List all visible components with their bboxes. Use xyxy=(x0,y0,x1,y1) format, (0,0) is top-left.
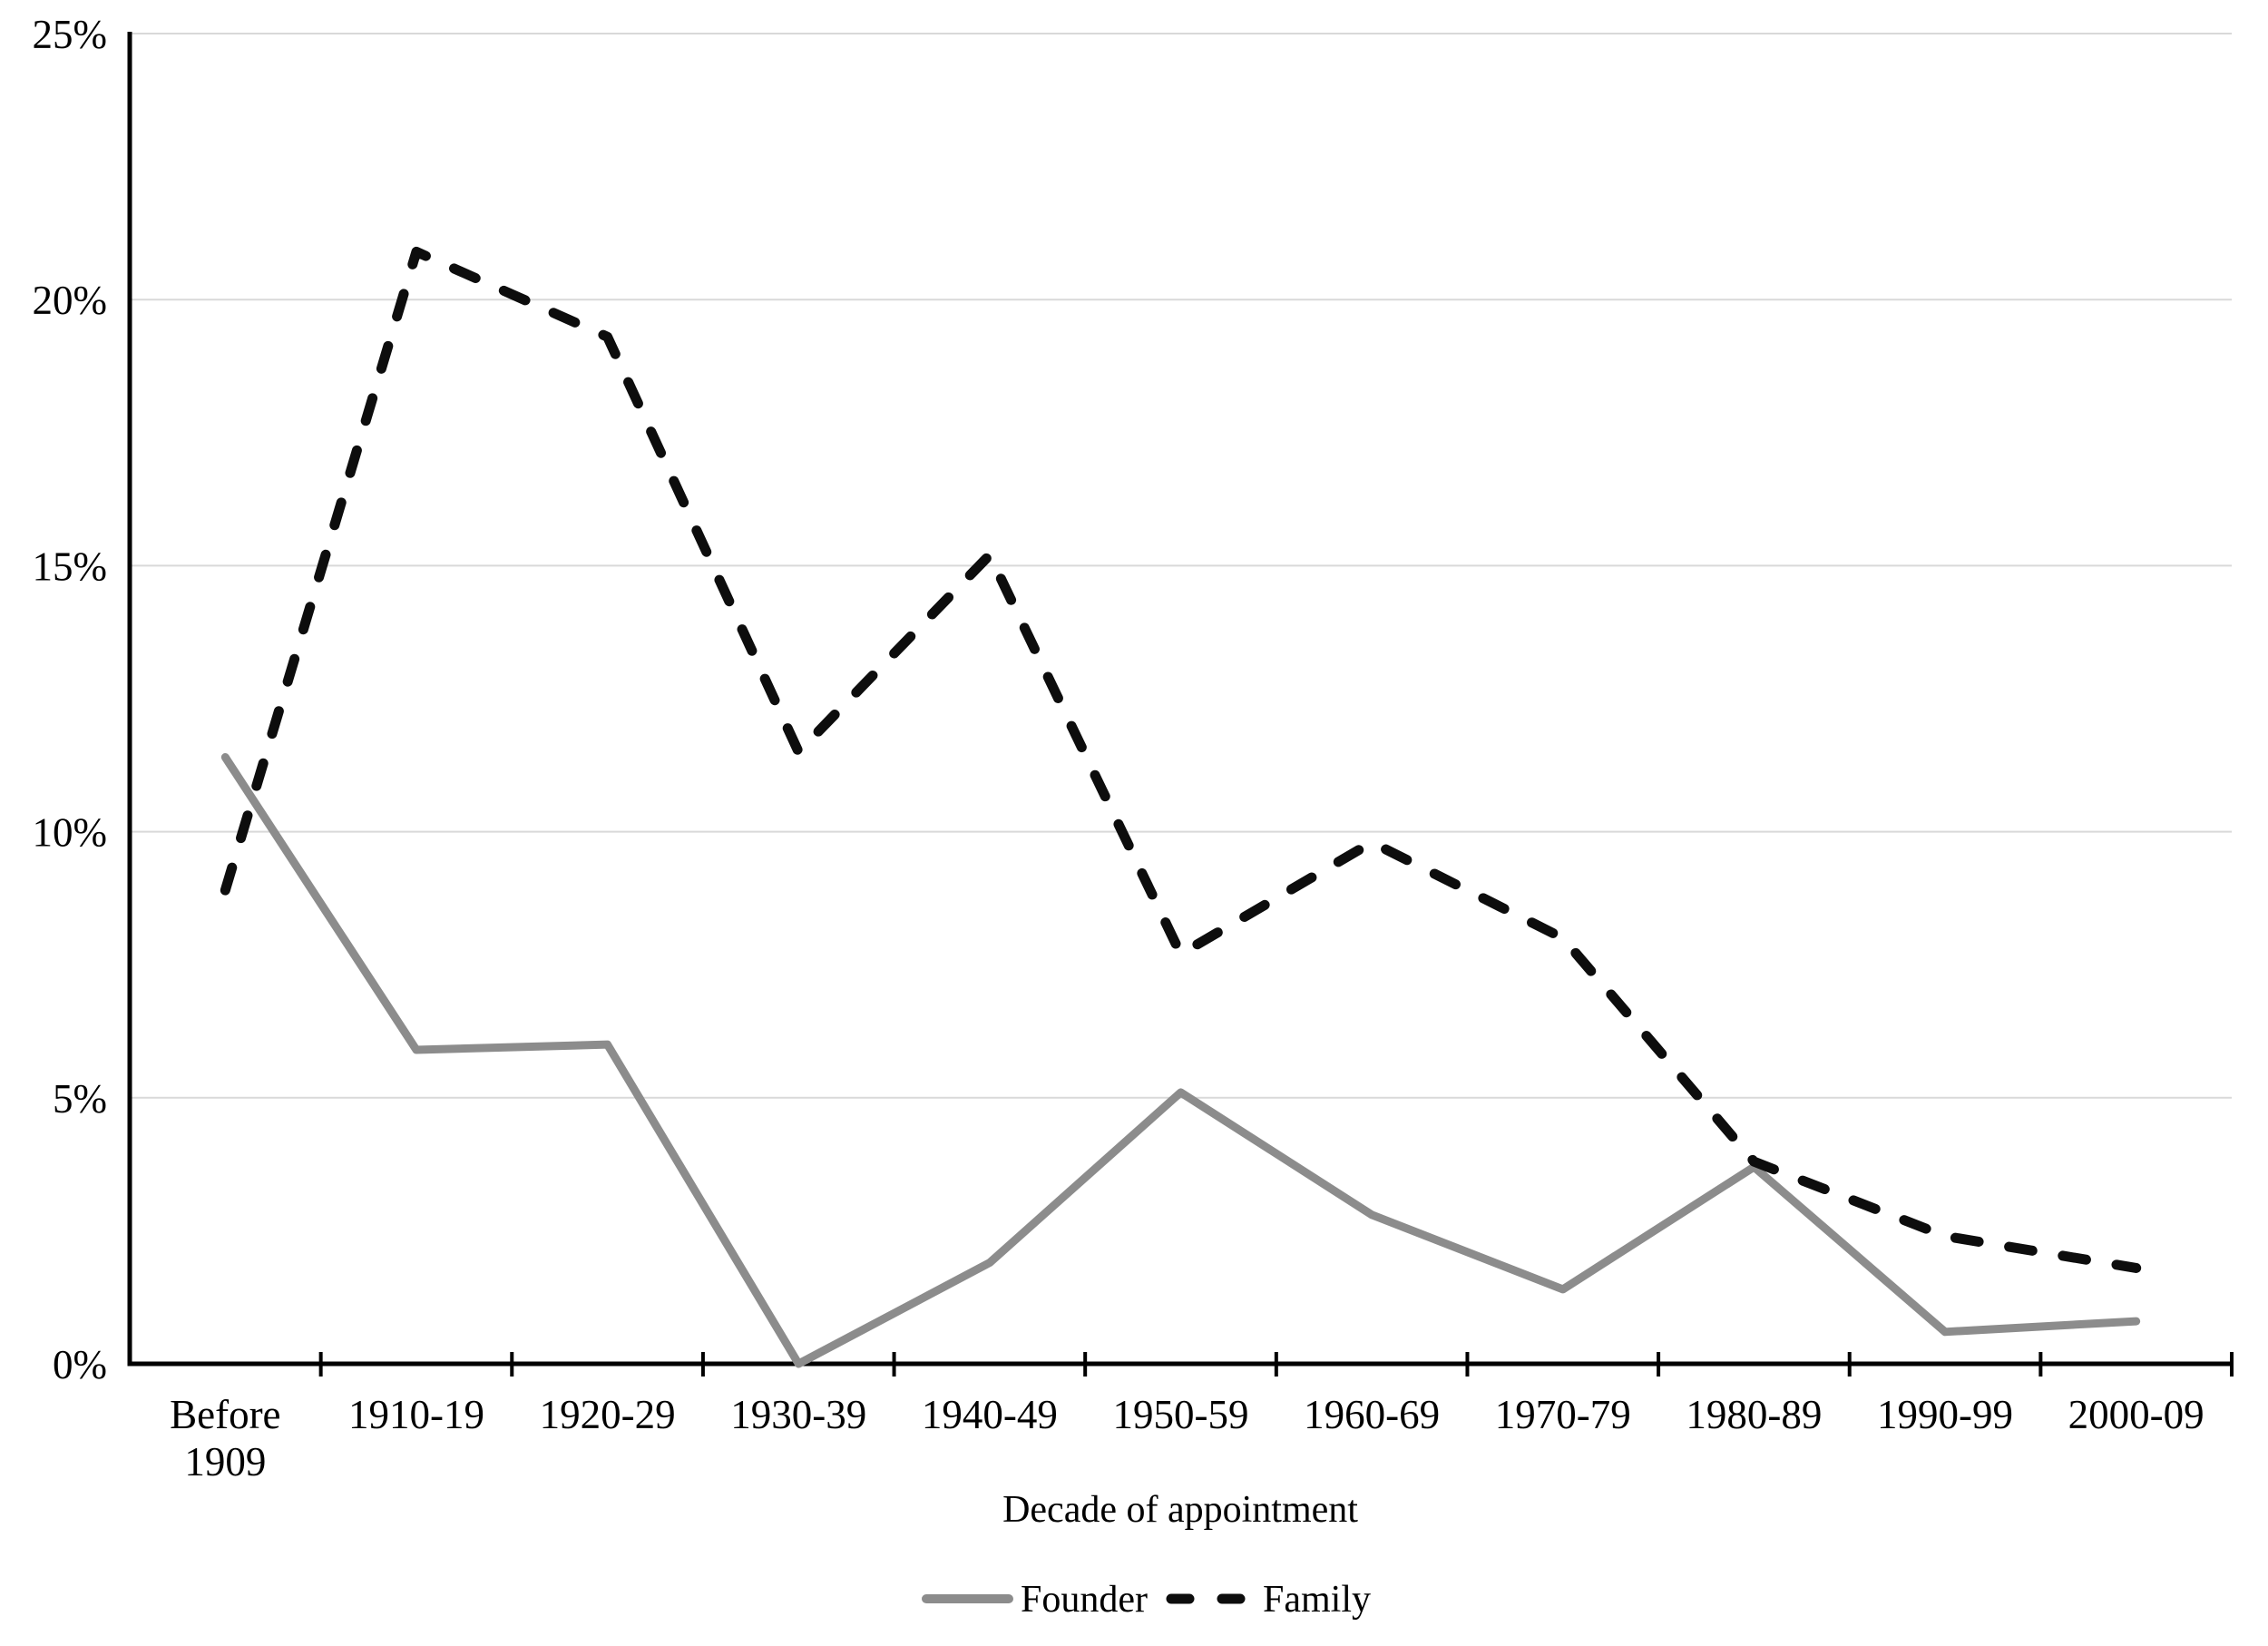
x-axis-ticks xyxy=(318,1352,2234,1377)
x-axis-title: Decade of appointment xyxy=(1002,1489,1358,1531)
y-tick-label: 0% xyxy=(53,1342,107,1387)
legend-family-label: Family xyxy=(1263,1579,1371,1621)
x-tick-label-line: Before xyxy=(170,1392,280,1437)
x-tick-label: 1910-19 xyxy=(348,1392,484,1437)
x-tick-label: 1980-89 xyxy=(1686,1392,1822,1437)
y-axis-tick-labels: 0% 5% 10% 15% 20% 25% xyxy=(33,12,108,1387)
x-tick-label: 1960-69 xyxy=(1304,1392,1440,1437)
series-line-family xyxy=(220,246,2142,1273)
y-tick-label: 20% xyxy=(33,278,108,323)
y-tick-label: 15% xyxy=(33,544,108,589)
legend-founder-label: Founder xyxy=(1021,1579,1148,1621)
x-axis-tick-labels: Before 1909 1910-19 1920-29 1930-39 1940-49 19… xyxy=(170,1392,2204,1484)
x-tick-label: 1990-99 xyxy=(1877,1392,2013,1437)
x-tick-label: 1950-59 xyxy=(1113,1392,1249,1437)
x-tick-label: 1970-79 xyxy=(1495,1392,1631,1437)
axes xyxy=(127,32,2232,1367)
x-tick-label: 1920-29 xyxy=(540,1392,676,1437)
y-tick-label: 10% xyxy=(33,810,108,856)
x-tick-label: 1930-39 xyxy=(730,1392,866,1437)
x-tick-label: Before 1909 xyxy=(170,1392,280,1484)
series-lines xyxy=(220,246,2142,1368)
y-tick-label: 25% xyxy=(33,12,108,57)
y-tick-label: 5% xyxy=(53,1076,107,1122)
x-tick-label: 1940-49 xyxy=(922,1392,1058,1437)
legend: Founder Family xyxy=(922,1579,1371,1621)
x-axis-title-group: Decade of appointment xyxy=(1002,1489,1358,1531)
x-tick-label: 2000-09 xyxy=(2068,1392,2204,1437)
x-tick-label-line: 1909 xyxy=(184,1439,266,1484)
series-line-founder xyxy=(220,753,2141,1368)
gridlines xyxy=(130,33,2232,1099)
